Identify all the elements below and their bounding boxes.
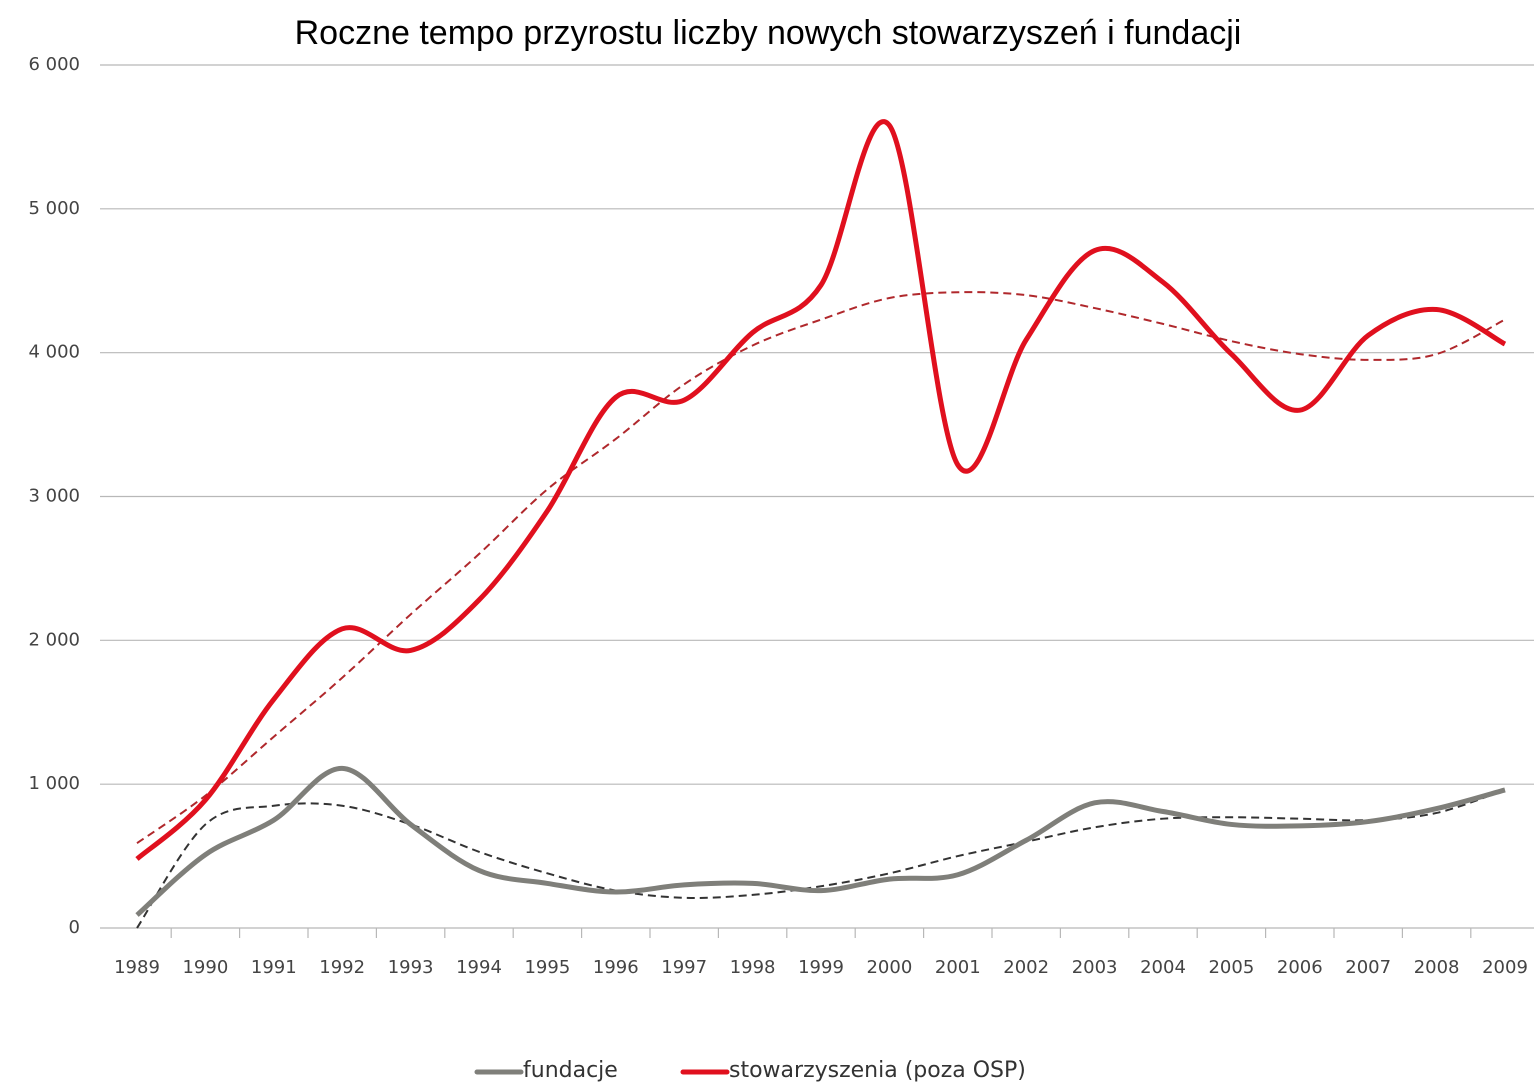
y-tick-label: 2 000 xyxy=(28,629,80,650)
y-tick-label: 5 000 xyxy=(28,198,80,219)
x-tick-label: 1997 xyxy=(661,957,707,978)
x-tick-label: 2003 xyxy=(1072,957,1118,978)
x-tick-label: 2006 xyxy=(1277,957,1323,978)
series-line xyxy=(135,765,1506,917)
x-tick-label: 1990 xyxy=(182,957,228,978)
x-tick-label: 1994 xyxy=(456,957,502,978)
chart-title: Roczne tempo przyrostu liczby nowych sto… xyxy=(295,14,1242,52)
legend-label: fundacje xyxy=(523,1058,618,1083)
legend-label: stowarzyszenia (poza OSP) xyxy=(729,1058,1026,1083)
x-tick-label: 1995 xyxy=(524,957,570,978)
x-tick-label: 2000 xyxy=(866,957,912,978)
x-tick-label: 1998 xyxy=(730,957,776,978)
x-tick-label: 1993 xyxy=(388,957,434,978)
series-line xyxy=(135,119,1507,861)
y-tick-label: 6 000 xyxy=(28,54,80,75)
x-tick-label: 2009 xyxy=(1482,957,1528,978)
trend-line xyxy=(136,788,1506,929)
y-tick-label: 1 000 xyxy=(28,773,80,794)
x-tick-label: 2007 xyxy=(1345,957,1391,978)
y-tick-label: 3 000 xyxy=(28,486,80,507)
x-tick-label: 2005 xyxy=(1208,957,1254,978)
y-tick-label: 4 000 xyxy=(28,342,80,363)
x-tick-label: 2002 xyxy=(1003,957,1049,978)
x-tick-label: 1989 xyxy=(114,957,160,978)
trend-line xyxy=(136,291,1506,844)
x-tick-label: 2008 xyxy=(1414,957,1460,978)
x-tick-label: 1991 xyxy=(251,957,297,978)
y-tick-label: 0 xyxy=(69,917,80,938)
x-tick-label: 1999 xyxy=(798,957,844,978)
x-tick-label: 1992 xyxy=(319,957,365,978)
x-tick-label: 2004 xyxy=(1140,957,1186,978)
x-tick-label: 1996 xyxy=(593,957,639,978)
x-tick-label: 2001 xyxy=(935,957,981,978)
